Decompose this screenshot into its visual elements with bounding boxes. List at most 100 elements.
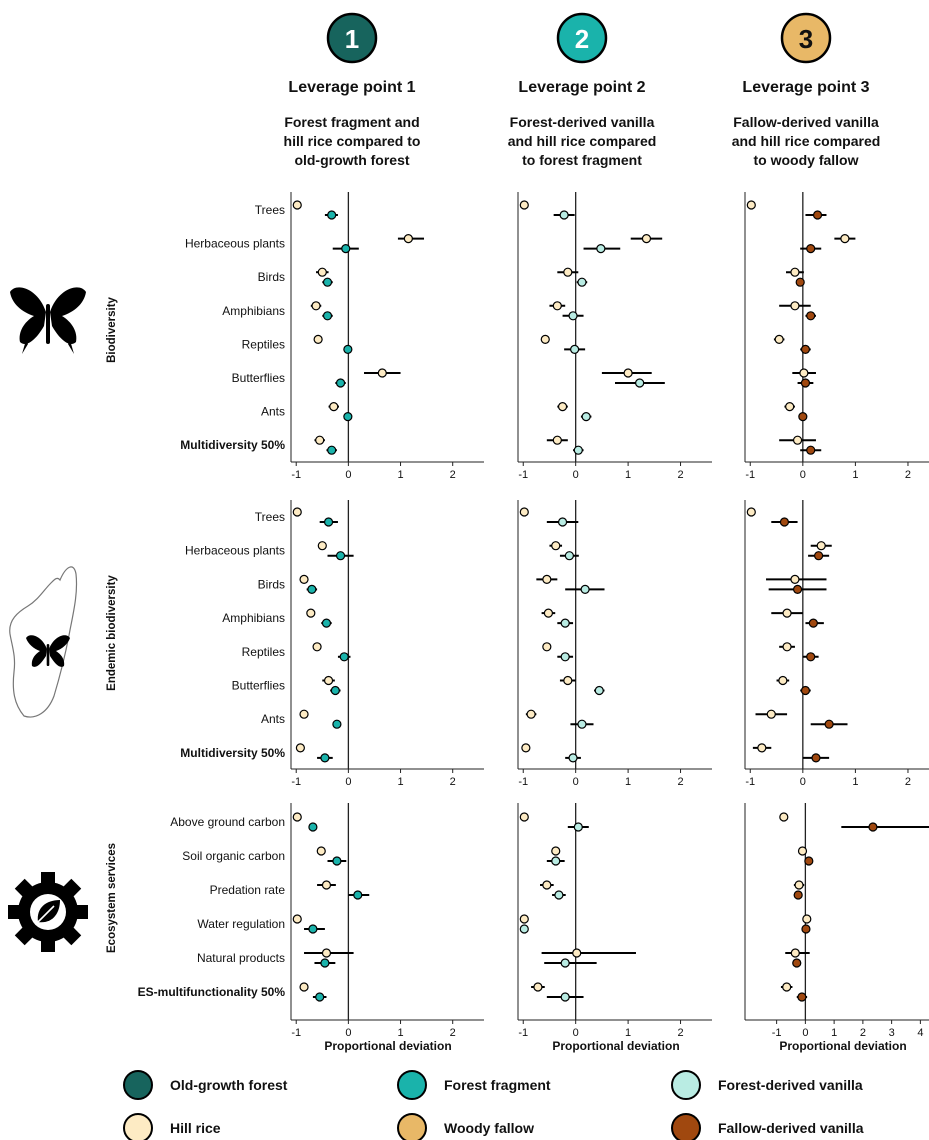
- point-hill-rice: [790, 948, 800, 958]
- point-hill-rice: [794, 880, 804, 890]
- x-axis-title: Proportional deviation: [779, 1039, 906, 1053]
- point-hill-rice: [292, 812, 302, 822]
- badge-number: 1: [345, 24, 359, 54]
- point-hill-rice: [552, 435, 562, 445]
- point-comparison: [551, 856, 561, 866]
- row-label: Herbaceous plants: [185, 544, 285, 558]
- leverage-subtitle-line: hill rice compared to: [284, 133, 421, 149]
- point-hill-rice: [563, 267, 573, 277]
- panel-1-lp-3: -1 0 1 2: [744, 192, 929, 481]
- point-comparison: [806, 652, 816, 662]
- legend-swatch: [397, 1070, 427, 1100]
- point-hill-rice: [317, 267, 327, 277]
- point-hill-rice: [519, 200, 529, 210]
- x-tick-label: 2: [677, 776, 683, 788]
- point-hill-rice: [311, 301, 321, 311]
- point-comparison: [307, 584, 317, 595]
- row-label: Amphibians: [222, 611, 285, 625]
- point-hill-rice: [840, 234, 850, 244]
- point-hill-rice: [779, 812, 789, 822]
- legend-item: Fallow-derived vanilla: [671, 1113, 864, 1140]
- legend-swatch: [671, 1070, 701, 1100]
- point-comparison: [596, 244, 606, 254]
- point-hill-rice: [533, 982, 543, 992]
- point-hill-rice: [641, 234, 652, 244]
- point-comparison: [322, 277, 333, 287]
- point-comparison: [560, 958, 570, 968]
- madagascar-butterfly-icon: [9, 566, 78, 718]
- point-comparison: [343, 412, 353, 422]
- row-label: Amphibians: [222, 304, 285, 318]
- legend-item: Old-growth forest: [123, 1070, 288, 1100]
- x-tick-label: 0: [573, 776, 579, 788]
- x-tick-label: 2: [677, 469, 683, 481]
- x-tick-label: -1: [291, 1027, 301, 1039]
- point-hill-rice: [542, 642, 552, 652]
- legend-label: Forest fragment: [444, 1077, 551, 1093]
- legend-label: Old-growth forest: [170, 1077, 288, 1093]
- point-hill-rice: [315, 435, 325, 445]
- point-comparison: [792, 584, 803, 595]
- x-tick-label: -1: [745, 469, 755, 481]
- row-label: Ants: [261, 712, 285, 726]
- leverage-title: Leverage point 2: [518, 79, 645, 96]
- point-comparison: [800, 685, 811, 696]
- point-hill-rice: [526, 709, 536, 719]
- plot-panels: Trees Herbaceous plants Birds Amphibians Rep…: [138, 192, 929, 1053]
- row-label: ES-multifunctionality 50%: [138, 985, 286, 999]
- point-comparison: [321, 618, 332, 628]
- point-hill-rice: [746, 200, 756, 210]
- row-label: Butterflies: [232, 679, 285, 693]
- point-hill-rice: [317, 541, 327, 551]
- row-label: Herbaceous plants: [185, 237, 285, 251]
- x-tick-label: 2: [905, 776, 911, 788]
- leverage-point-header-1: 1 Leverage point 1 Forest fragment and hill…: [284, 12, 421, 168]
- point-comparison: [335, 551, 346, 561]
- panel-row-3: Above ground carbon Soil organic carbon Pr…: [138, 803, 929, 1053]
- point-comparison: [332, 856, 342, 866]
- row-label: Multidiversity 50%: [180, 438, 285, 452]
- point-comparison: [560, 992, 570, 1002]
- x-tick-label: 1: [397, 1027, 403, 1039]
- row-label: Trees: [255, 203, 285, 217]
- row-label: Reptiles: [242, 337, 285, 351]
- x-tick-label: 2: [905, 469, 911, 481]
- x-tick-label: 2: [677, 1027, 683, 1039]
- leverage-subtitle-line: Forest-derived vanilla: [510, 114, 655, 130]
- point-comparison: [560, 652, 570, 662]
- point-hill-rice: [543, 608, 554, 618]
- point-comparison: [570, 344, 580, 354]
- row-label: Predation rate: [210, 883, 286, 897]
- point-hill-rice: [292, 914, 302, 924]
- legend-swatch: [671, 1113, 701, 1140]
- row-label: Natural products: [197, 951, 285, 965]
- point-hill-rice: [802, 914, 812, 924]
- legend-label: Woody fallow: [444, 1120, 534, 1136]
- point-comparison: [792, 958, 802, 968]
- x-tick-label: 2: [450, 1027, 456, 1039]
- panel-1-lp-2: -1 0 1 2: [517, 192, 712, 481]
- point-comparison: [557, 517, 568, 527]
- point-comparison: [560, 618, 570, 628]
- legend-item: Hill rice: [123, 1113, 221, 1140]
- column-headers: 1 Leverage point 1 Forest fragment and hill…: [284, 12, 880, 168]
- group-label-2: Endemic biodiversity: [106, 575, 118, 691]
- point-hill-rice: [797, 846, 808, 856]
- point-hill-rice: [572, 948, 582, 958]
- point-comparison: [793, 890, 803, 900]
- point-comparison: [800, 344, 811, 354]
- row-label: Ants: [261, 405, 285, 419]
- point-comparison: [798, 412, 808, 422]
- point-hill-rice: [623, 368, 633, 378]
- point-hill-rice: [782, 608, 792, 618]
- point-comparison: [635, 378, 645, 388]
- point-comparison: [327, 210, 337, 220]
- leverage-point-header-2: 2 Leverage point 2 Forest-derived vanilla a…: [508, 12, 656, 168]
- leverage-badge-1: [326, 12, 378, 64]
- panel-1-lp-1: -1 0 1 2: [290, 192, 484, 481]
- x-tick-label: 0: [345, 1027, 351, 1039]
- row-label: Birds: [258, 270, 285, 284]
- x-tick-label: 3: [889, 1027, 895, 1039]
- point-hill-rice: [519, 914, 529, 924]
